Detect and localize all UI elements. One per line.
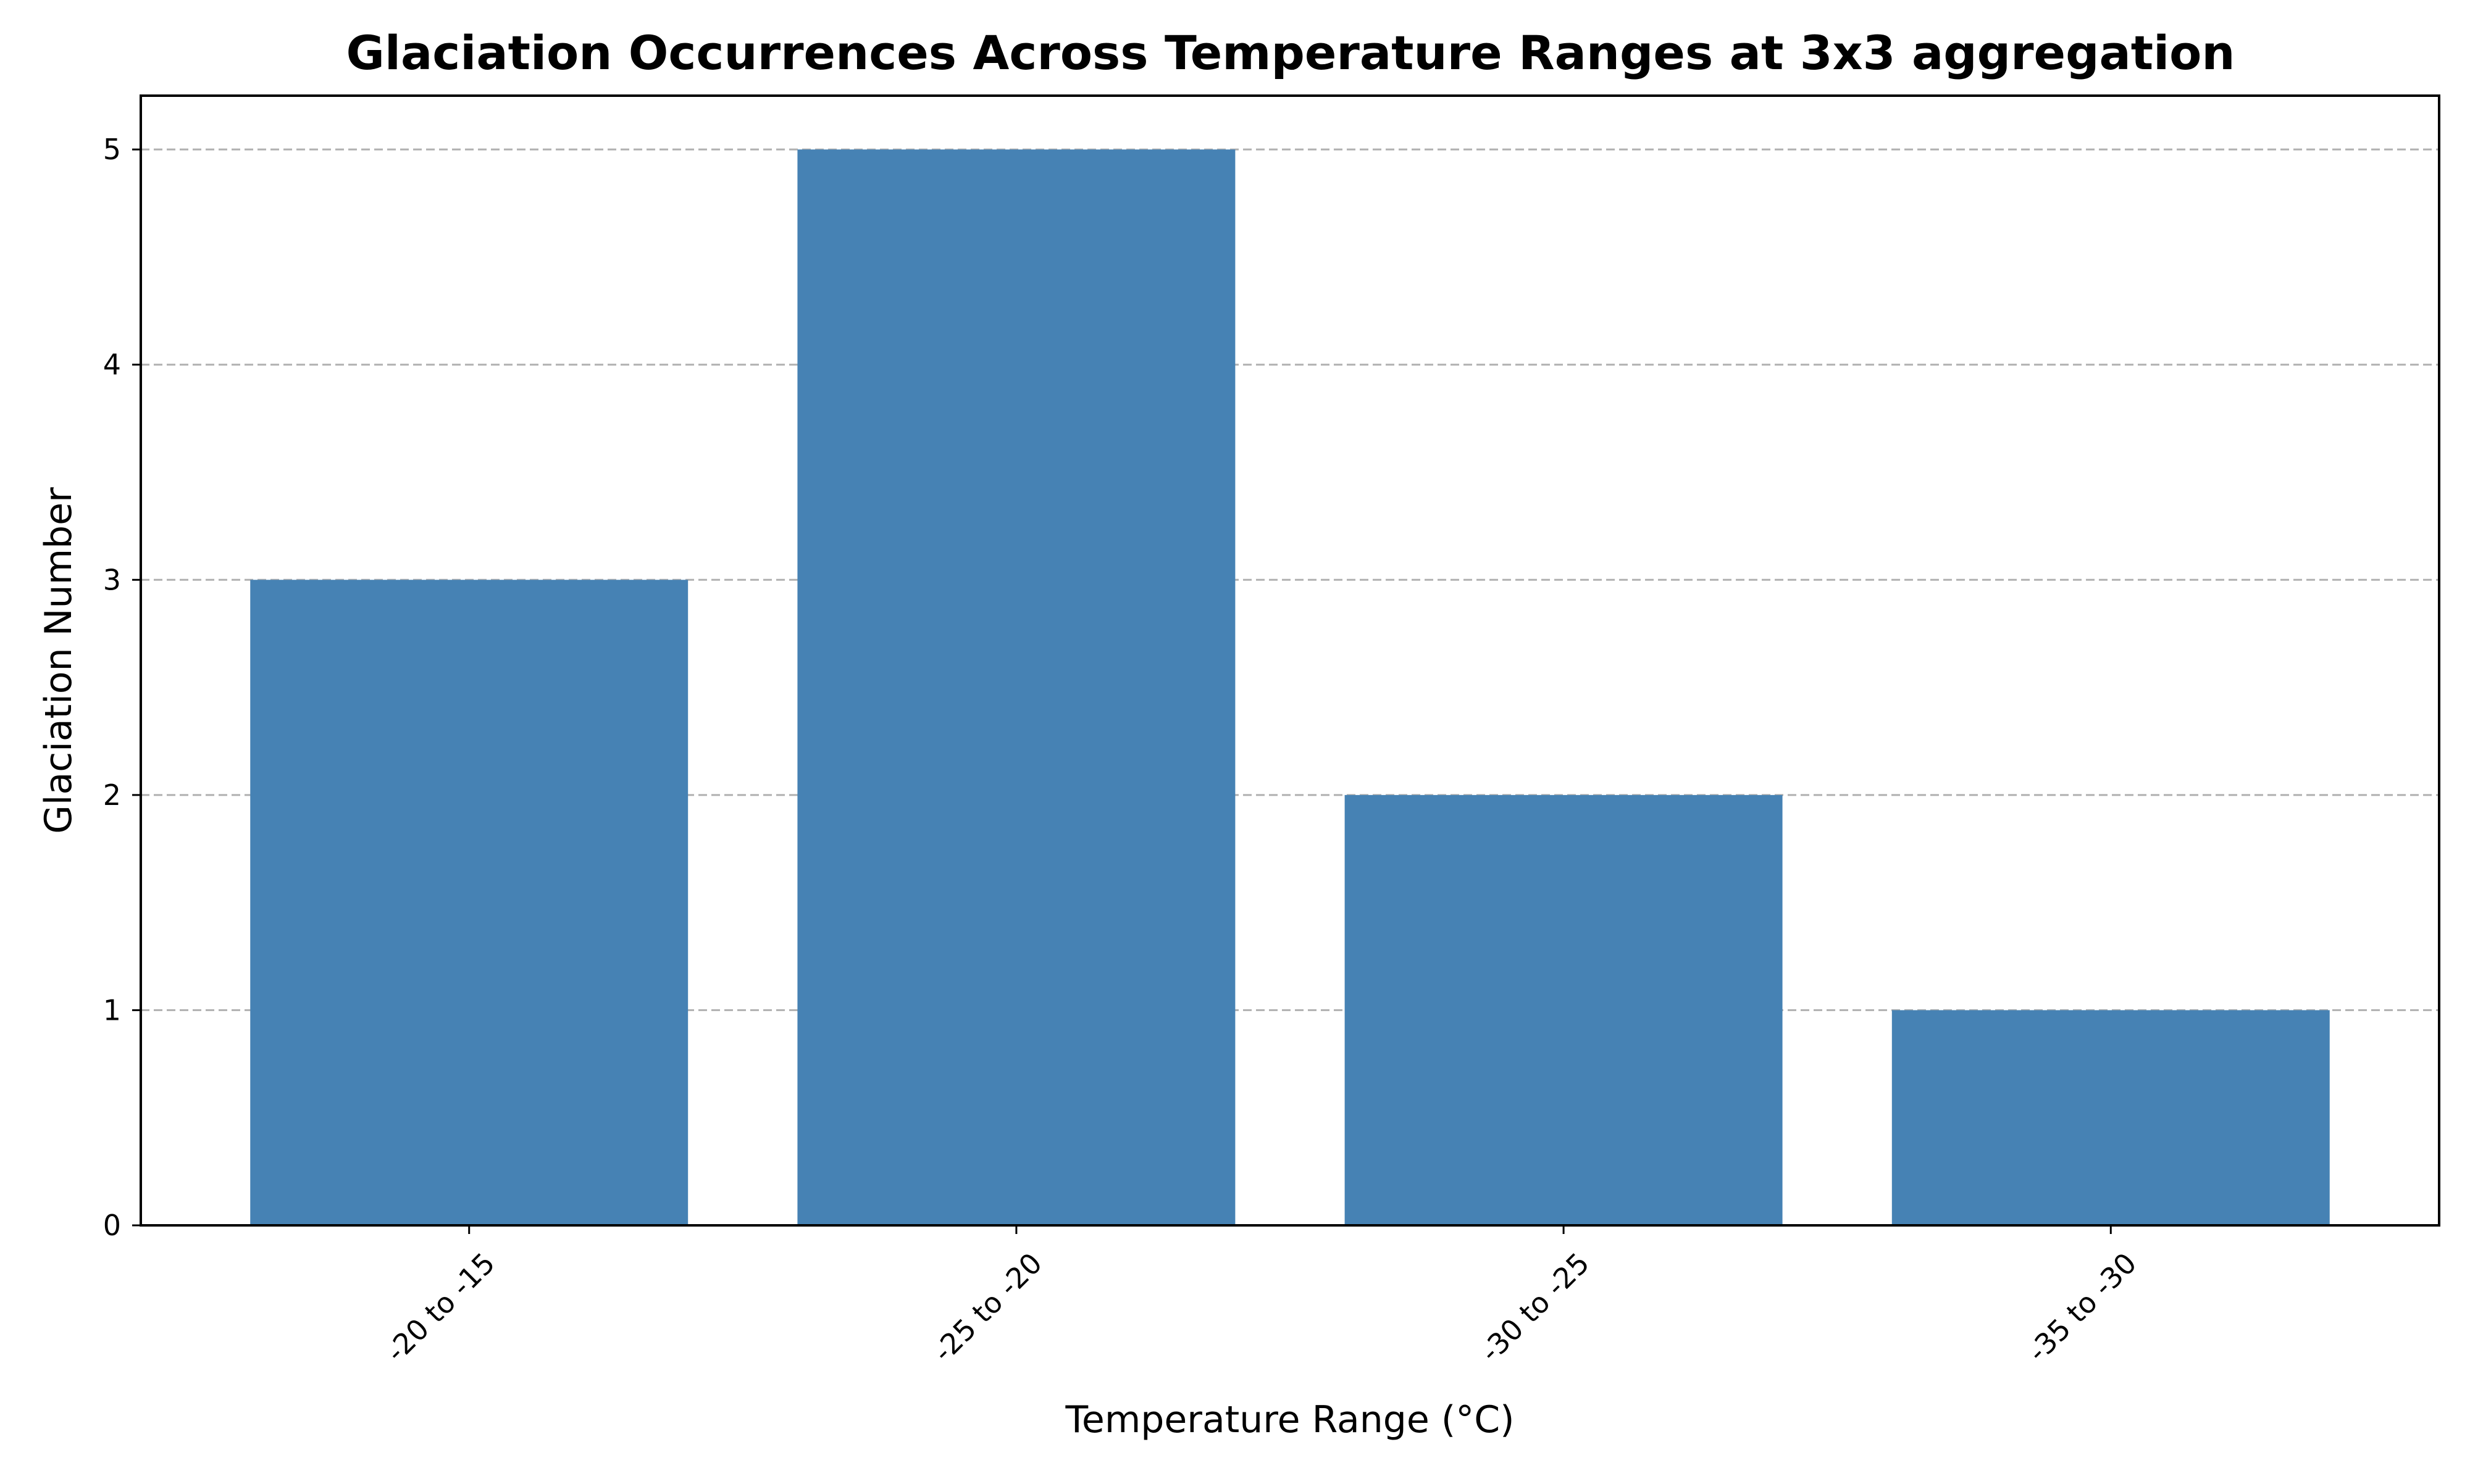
y-tick-label: 4 <box>103 348 121 381</box>
bar <box>797 149 1236 1226</box>
y-axis-label: Glaciation Number <box>37 487 80 834</box>
chart-title: Glaciation Occurrences Across Temperatur… <box>346 25 2235 80</box>
y-tick-label: 1 <box>103 993 121 1027</box>
bar <box>1344 794 1783 1225</box>
x-axis-label: Temperature Range (°C) <box>1065 1398 1514 1441</box>
plot-frame <box>140 94 2440 1227</box>
bars <box>250 149 2330 1226</box>
y-axis: 0 1 2 3 4 5 <box>103 133 141 1242</box>
y-tick-label: 0 <box>103 1209 121 1242</box>
y-tick-label: 2 <box>103 778 121 812</box>
y-tick-label: 5 <box>103 133 121 166</box>
bar <box>250 580 689 1226</box>
bar <box>1891 1010 2330 1225</box>
y-tick-label: 3 <box>103 563 121 596</box>
